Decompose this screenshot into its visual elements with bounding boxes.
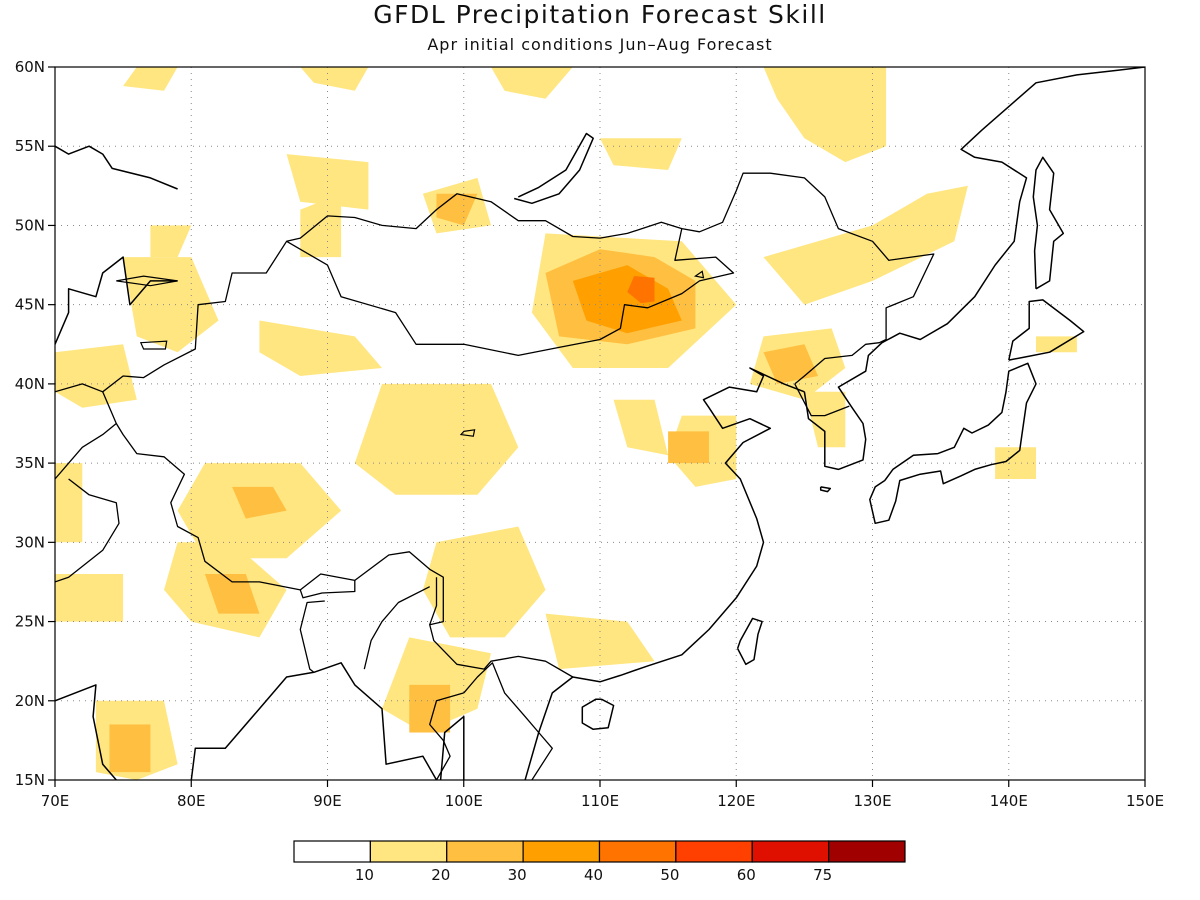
- lake-outline: [116, 275, 178, 287]
- skill-region-18: [545, 613, 655, 670]
- skill-region-13: [763, 185, 968, 305]
- lat-tick-label: 50N: [15, 216, 45, 234]
- coastline: [55, 256, 178, 345]
- lon-tick-label: 80E: [177, 792, 206, 810]
- lat-tick-label: 55N: [15, 137, 45, 155]
- country-border: [55, 422, 117, 480]
- lat-tick-label: 40N: [15, 375, 45, 393]
- coastline: [736, 617, 763, 666]
- skill-region-11: [300, 193, 342, 258]
- legend-swatch: [828, 840, 906, 863]
- skill-region-9: [55, 344, 137, 408]
- country-border: [463, 662, 553, 780]
- legend-swatch: [293, 840, 371, 863]
- lon-tick-label: 120E: [717, 792, 755, 810]
- lake-outline: [139, 340, 168, 350]
- legend-swatch: [446, 840, 524, 863]
- country-border: [299, 600, 325, 673]
- legend-label: 75: [813, 866, 832, 884]
- lon-tick-label: 150E: [1126, 792, 1164, 810]
- skill-region-36: [109, 724, 151, 773]
- legend-label: 20: [431, 866, 450, 884]
- skill-region-28: [55, 463, 83, 543]
- skill-region-35: [409, 684, 451, 733]
- country-border: [102, 391, 574, 678]
- legend-label: 30: [508, 866, 527, 884]
- lat-tick-label: 45N: [15, 296, 45, 314]
- country-border: [794, 383, 850, 417]
- legend-swatch: [522, 840, 601, 863]
- country-border: [429, 692, 464, 780]
- legend-label: 40: [584, 866, 603, 884]
- coastline: [869, 362, 1037, 525]
- skill-region-10: [259, 320, 382, 376]
- coastline: [514, 132, 594, 205]
- lat-tick-label: 35N: [15, 454, 45, 472]
- skill-region-32: [204, 574, 260, 614]
- coastline: [581, 698, 615, 731]
- lon-tick-label: 100E: [445, 792, 483, 810]
- skill-region-38: [627, 276, 655, 304]
- coastline: [524, 367, 805, 780]
- country-border: [299, 580, 356, 599]
- map-subtitle: Apr initial conditions Jun–Aug Forecast: [427, 35, 773, 54]
- skill-region-22: [804, 391, 846, 448]
- lat-tick-label: 30N: [15, 533, 45, 551]
- lon-tick-label: 110E: [581, 792, 619, 810]
- skill-region-4: [600, 138, 682, 170]
- skill-region-3: [763, 67, 887, 163]
- country-border: [55, 383, 103, 393]
- color-legend: 10 20 30 40 50 60 75: [293, 840, 906, 884]
- legend-label: 60: [737, 866, 756, 884]
- axis-ticks: 70E 80E 90E 100E 110E 120E 130E 140E 150E 15N 20N 2…: [15, 58, 1164, 810]
- legend-swatch: [369, 840, 448, 863]
- coastline: [819, 486, 832, 493]
- lon-tick-label: 70E: [41, 792, 70, 810]
- country-border: [286, 228, 735, 357]
- coastline: [439, 715, 465, 780]
- skill-region-17: [422, 526, 546, 638]
- lake-outline: [693, 270, 705, 279]
- coastline: [55, 684, 117, 780]
- coastline: [55, 145, 178, 190]
- skill-region-31: [232, 486, 287, 519]
- skill-region-7: [150, 225, 192, 258]
- legend-swatch: [598, 840, 677, 863]
- skill-region-2: [491, 67, 573, 99]
- coastline: [1032, 156, 1065, 290]
- map-title: GFDL Precipitation Forecast Skill: [373, 0, 827, 29]
- lon-tick-label: 90E: [313, 792, 342, 810]
- lat-tick-label: 20N: [15, 692, 45, 710]
- lon-tick-label: 140E: [990, 792, 1028, 810]
- legend-label: 50: [660, 866, 679, 884]
- lat-tick-label: 60N: [15, 58, 45, 76]
- legend-label: 10: [355, 866, 374, 884]
- graticule-grid: [55, 67, 1145, 780]
- skill-region-8: [123, 257, 219, 353]
- skill-region-27: [55, 574, 124, 622]
- coastline-layer: [55, 67, 1145, 780]
- lon-tick-label: 130E: [853, 792, 891, 810]
- lake-outline: [459, 429, 476, 437]
- skill-region-33: [763, 344, 818, 384]
- country-border: [429, 577, 438, 625]
- skill-region-34: [668, 431, 709, 464]
- lat-tick-label: 15N: [15, 771, 45, 789]
- lat-tick-label: 25N: [15, 613, 45, 631]
- legend-swatch: [751, 840, 830, 863]
- skill-region-14: [354, 383, 519, 495]
- skill-region-24: [1036, 336, 1077, 353]
- country-border: [55, 478, 120, 583]
- coastline: [190, 662, 438, 780]
- skill-region-1: [300, 67, 369, 91]
- country-border: [102, 172, 935, 393]
- coastline: [803, 67, 1145, 471]
- skill-region-19: [613, 399, 669, 456]
- skill-region-0: [123, 67, 178, 91]
- country-border: [363, 586, 430, 670]
- legend-swatch: [675, 840, 753, 863]
- coastline: [1008, 299, 1085, 361]
- skill-region-37: [572, 265, 682, 334]
